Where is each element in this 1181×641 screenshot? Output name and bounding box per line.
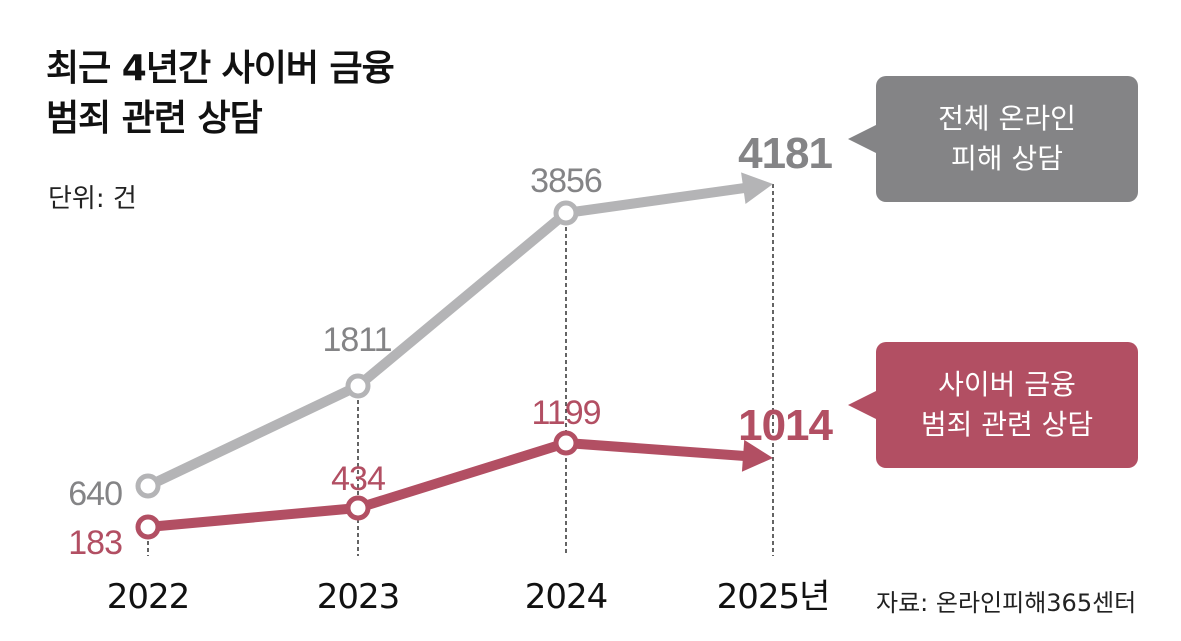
data-point-total-2022 [135,473,161,499]
data-point-cyber-2024 [553,430,579,456]
x-tick-2022: 2022 [107,577,190,617]
callout-total-line-1: 전체 온라인 [938,102,1076,135]
title-line-2: 범죄 관련 상담 [46,98,263,139]
value-label-cyber-2024: 1199 [531,394,600,432]
value-label-cyber-2022: 183 [68,524,122,562]
x-tick-2024: 2024 [525,577,608,617]
series-line-total [143,183,749,491]
value-label-total-2024: 3856 [530,162,602,200]
chart-title: 최근 4년간 사이버 금융 범죄 관련 상담 [46,44,395,144]
source-label: 자료: 온라인피해365센터 [876,589,1137,617]
series-line-cyber [143,438,749,532]
data-point-cyber-2023 [345,495,371,521]
value-label-total-2023: 1811 [322,321,391,359]
title-line-1: 최근 4년간 사이버 금융 [46,48,395,89]
data-point-total-2023 [345,373,371,399]
series-arrow-total [741,172,773,205]
series-arrow-cyber [741,439,773,472]
value-label-cyber-2023: 434 [331,460,385,498]
value-label-total-2022: 640 [68,475,122,513]
data-point-cyber-2022 [135,514,161,540]
callout-total-line-2: 피해 상담 [951,142,1063,175]
x-tick-2023: 2023 [317,577,400,617]
callout-cyber-line-2: 범죄 관련 상담 [920,408,1094,441]
data-point-total-2024 [553,200,579,226]
unit-label: 단위: 건 [48,184,137,214]
value-label-total-2025: 4181 [738,129,832,178]
callout-cyber-line-1: 사이버 금융 [938,368,1076,401]
value-label-cyber-2025: 1014 [738,401,833,450]
x-tick-2025: 2025년 [717,577,830,617]
